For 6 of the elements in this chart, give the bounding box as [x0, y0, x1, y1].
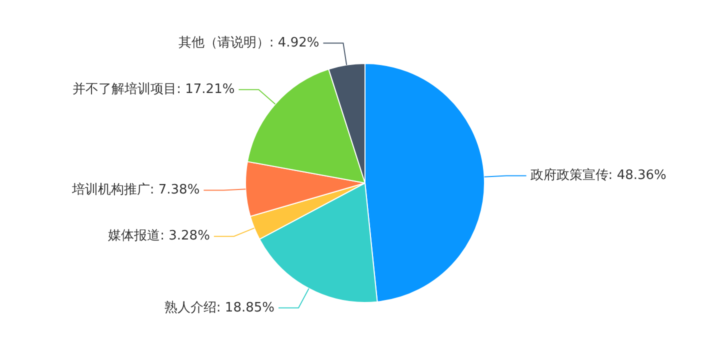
slice-label: 媒体报道: 3.28%: [108, 228, 210, 244]
slice-label: 其他（请说明）: 4.92%: [178, 36, 320, 51]
slice-label: 熟人介绍: 18.85%: [164, 300, 275, 316]
slice-label: 培训机构推广: 7.38%: [70, 182, 200, 198]
slice-label: 并不了解培训项目: 17.21%: [72, 82, 235, 97]
slice-label: 政府政策宣传: 48.36%: [530, 167, 666, 184]
